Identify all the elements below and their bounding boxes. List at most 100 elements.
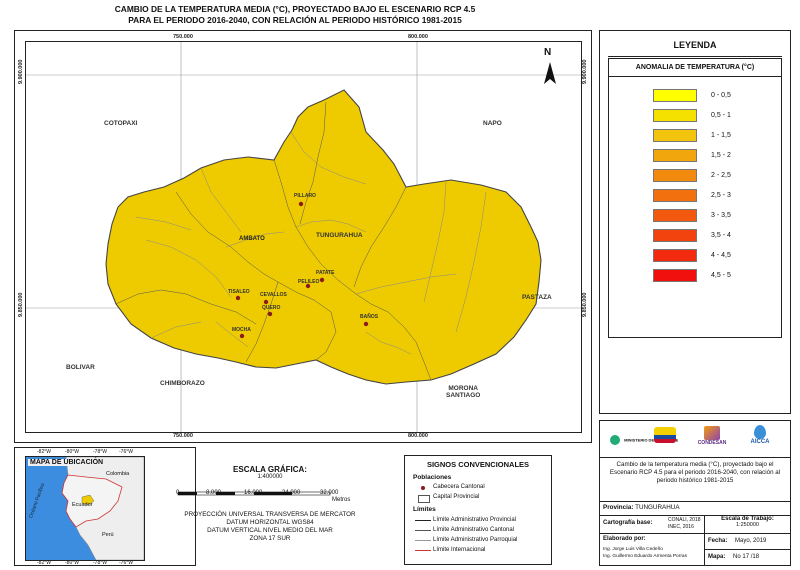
town-label-tisaleo: TISALEO: [228, 289, 250, 295]
logo-condesan: CONDESAN: [692, 426, 732, 446]
town-point-quero[interactable]: [267, 311, 273, 317]
sign-lim-cant-label: Límite Administrativo Cantonal: [433, 527, 515, 533]
scale-tick-2: 16.000: [244, 490, 263, 496]
parroquial-line-2: [135, 216, 192, 231]
elaborado-name-2: Ing. Guillermo Eduardo Armenta Porras: [603, 554, 687, 559]
sign-capital-marker: [418, 495, 430, 503]
sign-cabecera-label: Cabecera Cantonal: [433, 484, 485, 490]
legend-class-5: 2,5 - 3: [653, 185, 773, 205]
town-label-mocha: MOCHA: [232, 327, 251, 333]
sign-lim-prov-line: [415, 520, 431, 521]
north-arrow-icon: [544, 62, 556, 84]
coord-bottom-750: 750.000: [173, 433, 193, 439]
town-points: [235, 201, 369, 339]
legend-class-9: 4,5 - 5: [653, 265, 773, 285]
town-point-banos[interactable]: [363, 321, 369, 327]
parroquial-line-8: [215, 321, 249, 348]
legend-swatch-1: [653, 108, 697, 122]
legend-class-1: 0,5 - 1: [653, 105, 773, 125]
parroquial-line-6: [455, 191, 487, 333]
coord-right-9900: 9.900.000: [582, 59, 588, 84]
provincia-row: Provincia: TUNGURAHUA: [600, 501, 790, 516]
projection-line-2: DATUM HORIZONTAL WGS84: [226, 519, 314, 526]
scale-tick-3: 24.000: [282, 490, 301, 496]
legend-panel: LEYENDA ANOMALIA DE TEMPERATURA (°C) 0 -…: [599, 30, 791, 414]
legend-swatch-7: [653, 228, 697, 242]
escala-cell: Escala de Trabajo: 1:250000: [705, 515, 790, 534]
tungurahua-province-area[interactable]: [105, 89, 542, 385]
signs-limites-title: Límites: [413, 506, 436, 513]
legend-subtitle-rule: [609, 76, 781, 77]
logo-aicca-drop-icon: [754, 425, 766, 439]
logo-ecuador-gov-icon: [654, 427, 676, 443]
signs-title: SIGNOS CONVENCIONALES: [426, 460, 530, 469]
cantonal-line-5: [175, 191, 279, 283]
scale-title: ESCALA GRÁFICA:: [233, 465, 307, 474]
projection-line-3: DATUM VERTICAL NIVEL MEDIO DEL MAR: [207, 527, 333, 534]
coord-right-9850: 9.850.000: [582, 292, 588, 317]
legend-class-0: 0 - 0,5: [653, 85, 773, 105]
parroquial-line-1: [145, 239, 232, 298]
elaborado-cell: Elaborado por: Ing. Jorge Luis Villa Ced…: [600, 534, 705, 565]
loc-bottom-tick-0: -82°W: [37, 560, 51, 566]
sign-lim-parr-label: Límite Administrativo Parroquial: [433, 537, 518, 543]
capital-label-ambato: AMBATO: [239, 236, 265, 242]
sign-lim-cant-line: [415, 530, 431, 531]
town-point-patate[interactable]: [319, 277, 325, 283]
logo-condesan-text: CONDESAN: [697, 440, 727, 446]
province-label: TUNGURAHUA: [316, 232, 363, 239]
coord-left-9900: 9.900.000: [18, 59, 24, 84]
projection-line-4: ZONA 17 SUR: [249, 535, 291, 542]
town-label-cevallos: CEVALLOS: [260, 292, 287, 298]
logo-aicca-text: AICCA: [750, 439, 770, 445]
label-peru: Perú: [102, 532, 114, 538]
cartografia-label: Cartografía base:: [603, 520, 653, 526]
signs-poblaciones-title: Poblaciones: [413, 474, 452, 481]
town-point-mocha[interactable]: [239, 333, 245, 339]
legend-label-8: 4 - 4,5: [711, 251, 731, 259]
title-line-1: CAMBIO DE LA TEMPERATURA MEDIA (°C), PRO…: [114, 4, 476, 14]
logo-ministerio-emblem-icon: [609, 434, 620, 445]
scale-unit: Metros: [332, 497, 351, 503]
elaborado-label: Elaborado por:: [603, 536, 646, 542]
coord-bottom-800: 800.000: [408, 433, 428, 439]
town-point-tisaleo[interactable]: [235, 295, 241, 301]
provincia-value: TUNGURAHUA: [635, 504, 680, 511]
cantonal-line-1: [273, 159, 357, 295]
tungurahua-location: [81, 494, 95, 506]
internal-boundaries: [115, 101, 487, 381]
provincia-label: Provincia:: [603, 504, 634, 511]
legend-label-0: 0 - 0,5: [711, 91, 731, 99]
projection-block: PROYECCIÓN UNIVERSAL TRANSVERSA DE MERCA…: [170, 511, 370, 543]
parroquial-line-12: [365, 331, 412, 355]
info-panel: MINISTERIO DEL AMBIENTE CONDESAN AICCA C…: [599, 420, 791, 566]
legend-class-2: 1 - 1,5: [653, 125, 773, 145]
logo-ministerio-text: MINISTERIO DEL AMBIENTE: [624, 437, 679, 443]
cantonal-line-3: [353, 186, 407, 288]
parroquial-line-5: [423, 181, 447, 303]
label-ecuador: Ecuador: [72, 502, 93, 508]
loc-top-tick-1: -80°W: [65, 449, 79, 455]
cartografia-cell: Cartografía base: CONALI, 2018 INEC, 201…: [600, 515, 705, 534]
cantonal-line-2: [299, 101, 327, 225]
loc-bottom-tick-3: -76°W: [119, 560, 133, 566]
legend-class-4: 2 - 2,5: [653, 165, 773, 185]
town-label-pillaro: PILLARO: [294, 193, 316, 199]
parroquial-line-10: [225, 231, 285, 248]
town-point-pillaro[interactable]: [298, 201, 304, 207]
location-map-canvas: MAPA DE UBICACIÓN Colombia Ecuador Perú …: [25, 456, 145, 561]
legend-subtitle: ANOMALIA DE TEMPERATURA (°C): [635, 64, 755, 71]
loc-bottom-tick-1: -80°W: [65, 560, 79, 566]
legend-swatch-9: [653, 268, 697, 282]
loc-top-tick-2: -78°W: [93, 449, 107, 455]
town-point-cevallos[interactable]: [263, 299, 269, 305]
legend-swatch-8: [653, 248, 697, 262]
escala-label: Escala de Trabajo:: [721, 516, 774, 522]
town-point-pelileo[interactable]: [305, 283, 311, 289]
neighbor-morona-line2: SANTIAGO: [446, 392, 481, 399]
legend-label-3: 1,5 - 2: [711, 151, 731, 159]
mapa-label: Mapa:: [708, 554, 726, 560]
legend-swatch-3: [653, 148, 697, 162]
town-label-quero: QUERO: [262, 305, 281, 311]
sign-lim-parr-line: [415, 540, 431, 541]
